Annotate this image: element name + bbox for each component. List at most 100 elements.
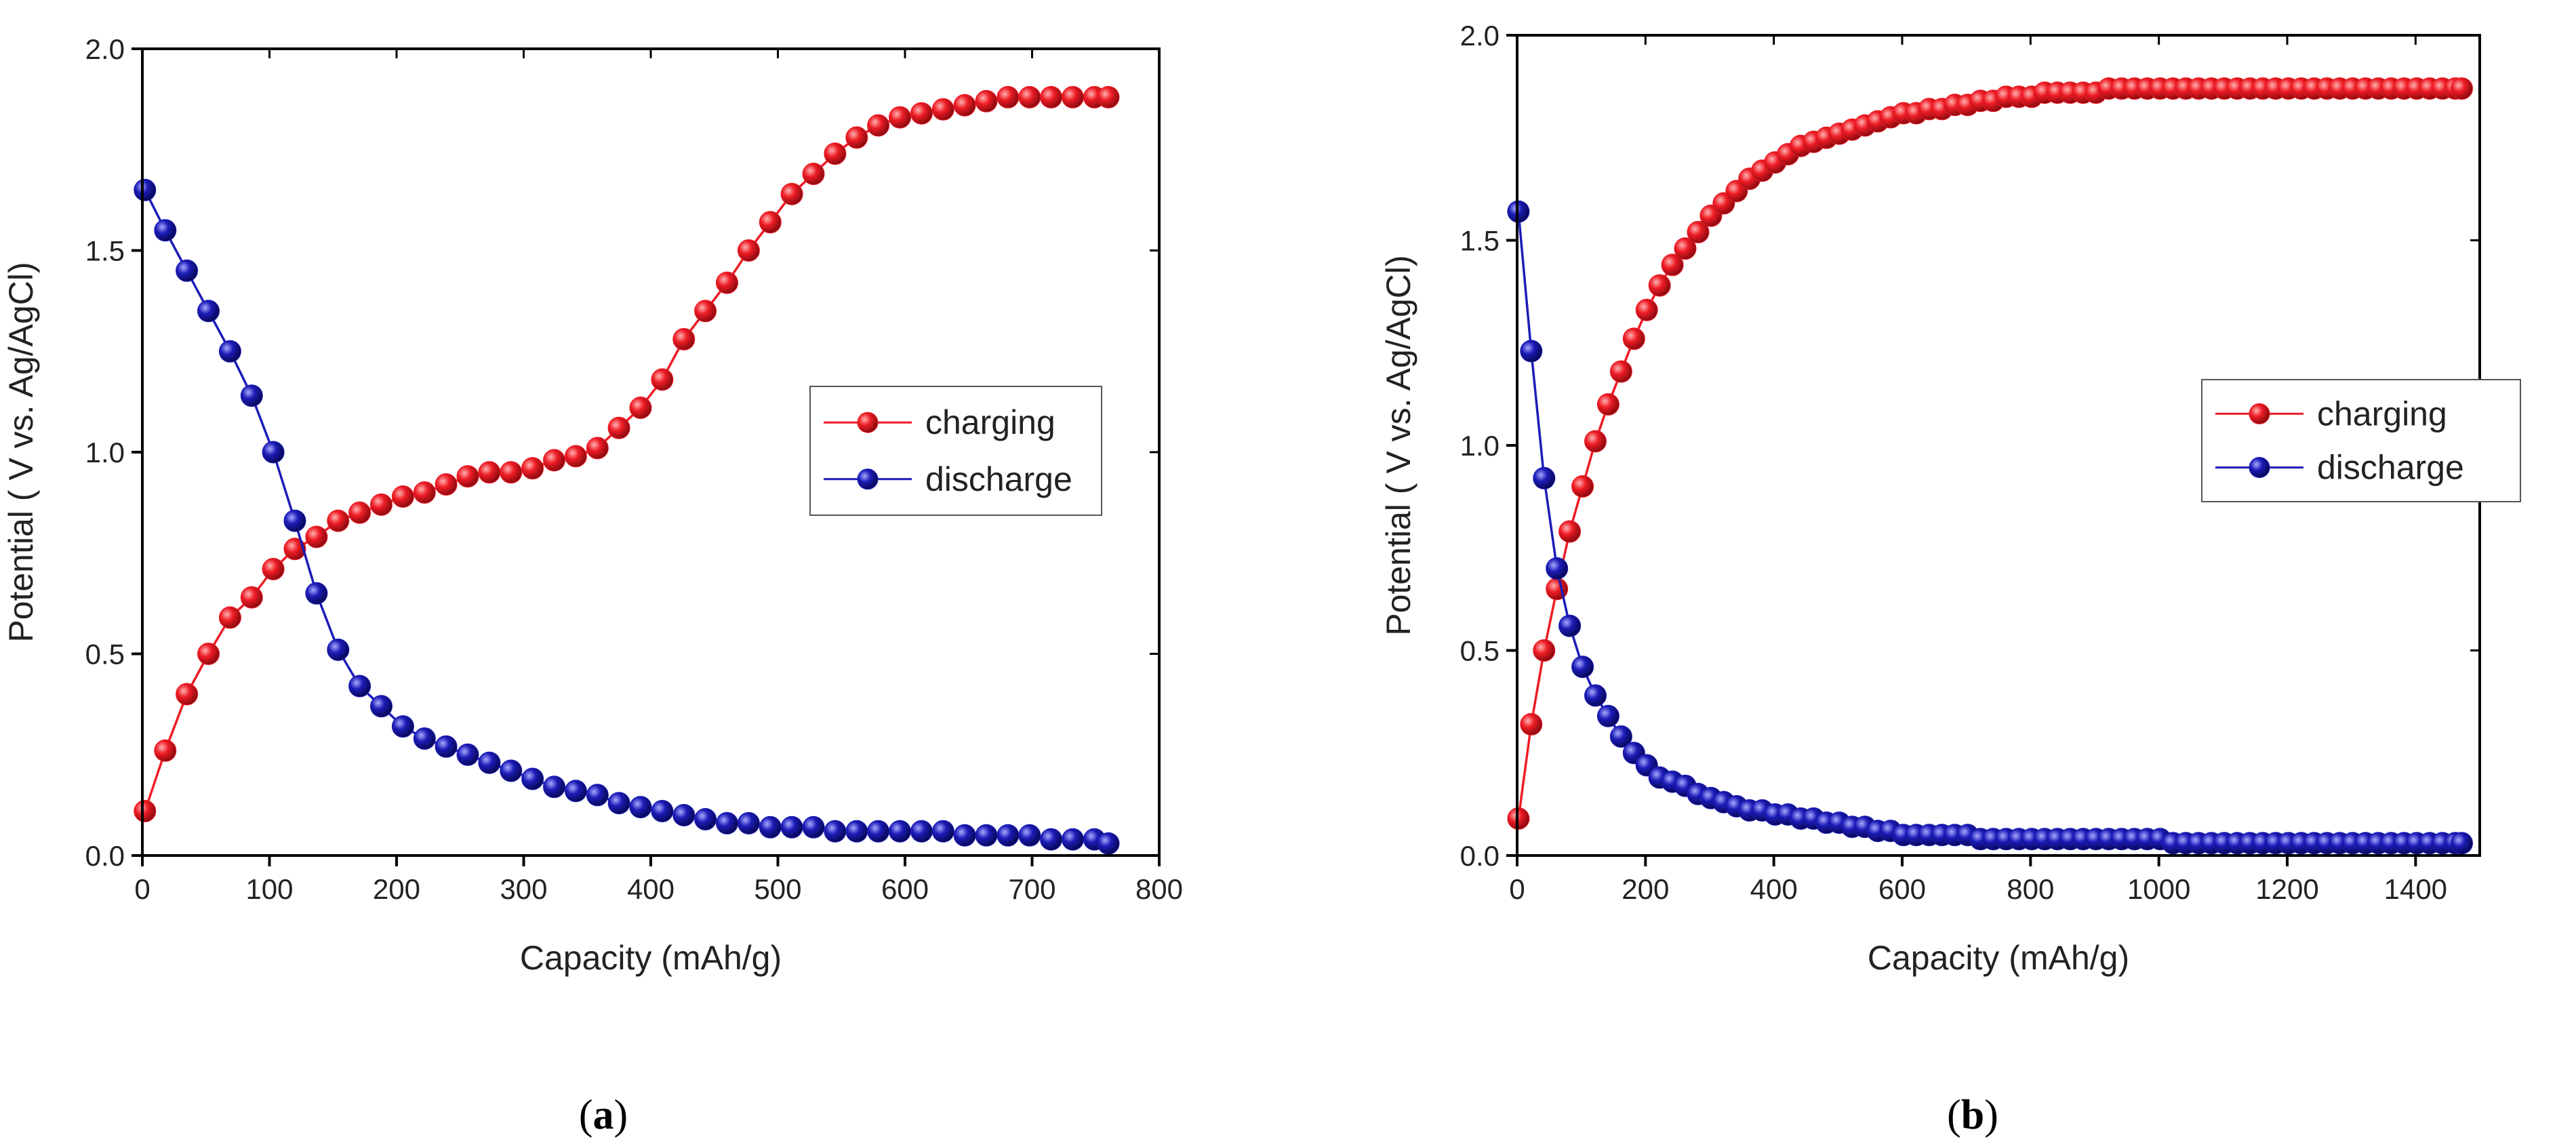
x-tick-label: 0 [134,873,150,905]
data-point [1097,832,1120,855]
x-tick-label: 800 [2007,873,2054,905]
data-point [1520,340,1543,363]
data-point [1040,85,1063,108]
legend-label-charging: charging [925,403,1055,441]
y-tick-label: 0.0 [1460,840,1500,872]
plot-area-a [134,85,1120,855]
data-point [867,820,890,843]
data-point [134,178,157,201]
data-point [1648,274,1671,297]
data-point [931,820,954,843]
x-tick-label: 400 [627,873,675,905]
x-tick-label: 600 [881,873,929,905]
data-point [1062,85,1084,108]
data-point [478,461,501,484]
x-tick-label: 400 [1750,873,1798,905]
y-tick-label: 1.5 [1460,225,1500,257]
x-tick-label: 1200 [2255,873,2318,905]
data-point [651,800,674,822]
data-point [283,509,306,532]
data-point [672,804,696,826]
data-point [283,538,306,561]
series-line [1517,211,2462,845]
x-tick-label: 300 [500,873,547,905]
data-point [1596,704,1619,727]
data-point [327,639,350,661]
data-point [1596,393,1619,416]
data-point [1040,828,1063,851]
x-tick-label: 800 [1135,873,1183,905]
panel-caption-b: (b) [1947,1092,1998,1138]
data-point [413,481,436,504]
legend-entry-charging: charging [2215,395,2447,432]
data-point [716,811,738,834]
x-tick-label: 0 [1509,873,1525,905]
data-point [759,816,782,839]
x-tick-label: 700 [1008,873,1055,905]
data-point [370,695,393,718]
data-point [1687,220,1710,243]
data-point [1558,614,1582,637]
data-point [305,525,328,548]
data-point [197,300,220,323]
data-point [997,85,1020,108]
data-point [651,368,674,391]
data-point [889,106,911,129]
data-point [586,784,609,807]
y-tick-label: 0.0 [85,840,125,872]
chart-panel-a: 0 100 200 300 400 500 600 700 800 0.0 0.5 1.0 1.5 2.0… [2,33,1183,1138]
data-point [218,340,241,363]
data-point [197,643,220,665]
data-point [391,715,414,738]
data-point [780,182,803,205]
data-point [413,727,436,750]
data-point [953,824,976,847]
data-point [802,163,825,185]
y-axis-label-a: Potential ( V vs. Ag/AgCl) [2,262,40,642]
chart-panel-b: 0 200 400 600 800 1000 1200 1400 0.0 0.5 1.0 1.5 2.0… [1380,20,2521,1138]
data-point [391,485,414,508]
y-axis-label-b: Potential ( V vs. Ag/AgCl) [1380,255,1417,635]
data-point [348,501,371,524]
panel-caption-a: (a) [579,1092,628,1138]
y-tick-label: 1.0 [1460,430,1500,462]
data-point [262,441,285,464]
legend-label-discharge: discharge [2317,449,2464,487]
series-discharge [1507,200,2473,855]
x-tick-label: 200 [1622,873,1669,905]
data-point [435,473,458,496]
data-point [134,800,157,822]
x-tick-label: 600 [1878,873,1926,905]
x-tick-label: 1000 [2127,873,2190,905]
data-point [1546,578,1569,601]
data-point [737,811,760,834]
data-point [521,457,544,480]
legend-entry-charging: charging [824,403,1055,441]
data-point [564,780,587,803]
y-tick-label: 2.0 [1460,20,1500,52]
data-point [716,271,738,294]
data-point [694,300,717,323]
legend-box [2201,379,2521,502]
y-tick-label: 2.0 [85,33,125,65]
x-tick-label: 200 [373,873,420,905]
data-point [456,743,479,766]
data-point [564,445,587,468]
data-point [759,211,782,234]
data-point [2451,832,2473,855]
data-point [1571,475,1594,498]
legend-entry-discharge: discharge [824,460,1072,498]
data-point [975,824,998,847]
axis-ticks-b: 0 200 400 600 800 1000 1200 1400 0.0 0.5 1.0 1.5 2.0 [1460,20,2480,905]
x-tick-label: 1400 [2384,873,2447,905]
data-point [521,767,544,790]
x-tick-label: 100 [245,873,293,905]
data-point [975,89,998,113]
legend-entry-discharge: discharge [2215,449,2464,487]
data-point [910,820,933,843]
data-point [845,820,868,843]
data-point [586,437,609,460]
data-point [327,509,350,532]
data-point [1571,656,1594,679]
